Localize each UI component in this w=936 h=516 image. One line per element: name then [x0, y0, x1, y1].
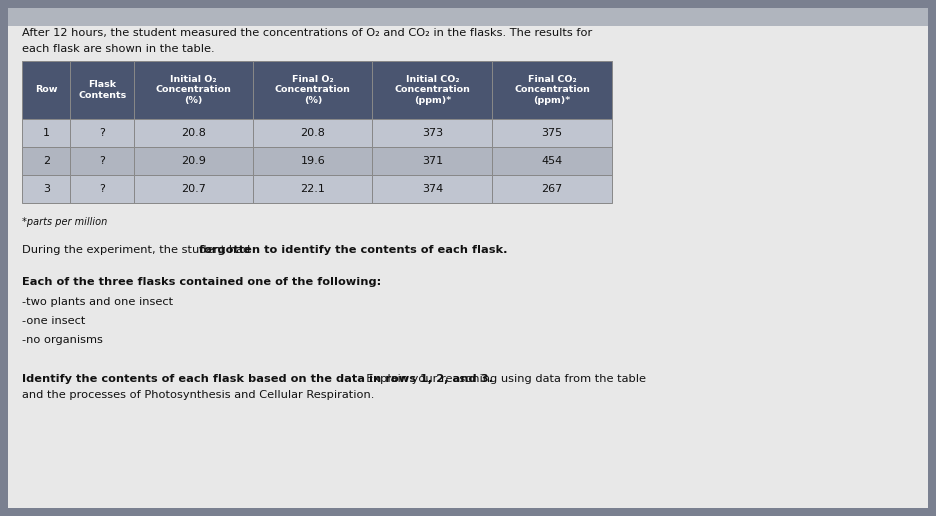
Bar	[70, 147, 134, 175]
Text: and the processes of Photosynthesis and Cellular Respiration.: and the processes of Photosynthesis and …	[22, 390, 374, 400]
Text: -no organisms: -no organisms	[22, 335, 103, 345]
Text: Initial CO₂
Concentration
(ppm)*: Initial CO₂ Concentration (ppm)*	[394, 75, 470, 105]
Text: Initial O₂
Concentration
(%): Initial O₂ Concentration (%)	[155, 75, 231, 105]
Bar	[134, 175, 254, 203]
Text: 371: 371	[422, 156, 443, 166]
Bar	[134, 147, 254, 175]
Text: 20.8: 20.8	[300, 128, 326, 138]
Text: each flask are shown in the table.: each flask are shown in the table.	[22, 44, 214, 54]
Bar	[254, 119, 373, 147]
Text: 20.8: 20.8	[182, 128, 206, 138]
Text: ?: ?	[99, 156, 105, 166]
Bar	[70, 61, 134, 119]
Bar	[70, 175, 134, 203]
Text: -one insect: -one insect	[22, 316, 85, 326]
Text: Final CO₂
Concentration
(ppm)*: Final CO₂ Concentration (ppm)*	[514, 75, 590, 105]
Text: 454: 454	[542, 156, 563, 166]
Bar	[70, 119, 134, 147]
Bar	[373, 119, 492, 147]
Text: 2: 2	[43, 156, 50, 166]
Text: 1: 1	[43, 128, 50, 138]
Text: -two plants and one insect: -two plants and one insect	[22, 297, 173, 307]
Bar	[22, 175, 70, 203]
Bar	[373, 175, 492, 203]
Text: Identify the contents of each flask based on the data in rows 1, 2, and 3.: Identify the contents of each flask base…	[22, 374, 493, 384]
Text: 3: 3	[43, 184, 50, 194]
Text: 373: 373	[422, 128, 443, 138]
Bar	[134, 119, 254, 147]
Bar	[134, 61, 254, 119]
Text: 375: 375	[542, 128, 563, 138]
Text: 374: 374	[422, 184, 443, 194]
Bar	[492, 175, 612, 203]
Bar	[8, 8, 928, 26]
Text: Each of the three flasks contained one of the following:: Each of the three flasks contained one o…	[22, 277, 381, 287]
Bar	[373, 61, 492, 119]
Text: Final O₂
Concentration
(%): Final O₂ Concentration (%)	[275, 75, 351, 105]
Text: 267: 267	[542, 184, 563, 194]
Text: During the experiment, the student had: During the experiment, the student had	[22, 245, 254, 255]
Text: *parts per million: *parts per million	[22, 217, 108, 227]
Text: ?: ?	[99, 184, 105, 194]
Bar	[492, 119, 612, 147]
Bar	[22, 61, 70, 119]
Text: ?: ?	[99, 128, 105, 138]
Bar	[254, 147, 373, 175]
Bar	[254, 61, 373, 119]
Text: Explain your reasoning using data from the table: Explain your reasoning using data from t…	[358, 374, 646, 384]
Bar	[492, 147, 612, 175]
Bar	[373, 147, 492, 175]
Text: 20.9: 20.9	[182, 156, 206, 166]
Text: 22.1: 22.1	[300, 184, 326, 194]
Text: Row: Row	[35, 86, 57, 94]
Bar	[492, 61, 612, 119]
Bar	[22, 119, 70, 147]
Bar	[22, 147, 70, 175]
Bar	[254, 175, 373, 203]
Text: 19.6: 19.6	[300, 156, 325, 166]
Text: After 12 hours, the student measured the concentrations of O₂ and CO₂ in the fla: After 12 hours, the student measured the…	[22, 28, 592, 38]
Text: 20.7: 20.7	[182, 184, 206, 194]
Text: forgotten to identify the contents of each flask.: forgotten to identify the contents of ea…	[199, 245, 508, 255]
Text: Flask
Contents: Flask Contents	[78, 80, 126, 100]
